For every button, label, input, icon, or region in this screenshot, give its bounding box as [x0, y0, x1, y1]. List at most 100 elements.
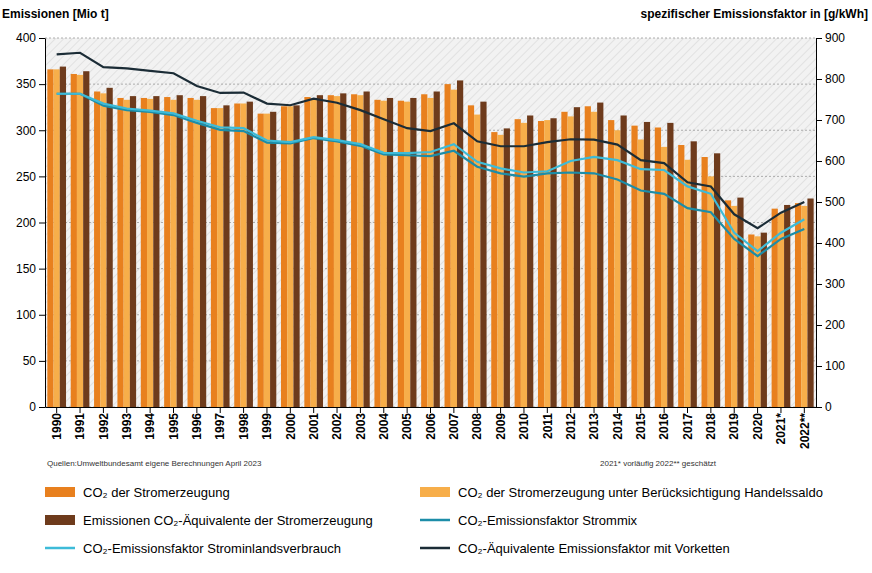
- tick: 100: [16, 308, 45, 322]
- y-axis-title: Emissionen [Mio t]: [2, 7, 109, 21]
- tick: 300: [816, 277, 845, 291]
- bar: [801, 206, 807, 407]
- tick: 2019: [727, 407, 741, 440]
- annotation: Quellen:Umweltbundesamt eigene Berechnun…: [47, 459, 262, 468]
- tick-label: 500: [825, 195, 845, 209]
- legend-swatch: [45, 547, 75, 550]
- tick: 2014: [611, 407, 625, 440]
- tick-label: 2006: [424, 413, 438, 440]
- tick-label: 400: [16, 31, 36, 45]
- bar: [147, 99, 153, 407]
- tick: 800: [816, 72, 845, 86]
- tick: 1998: [237, 407, 251, 440]
- tick-label: 100: [16, 308, 36, 322]
- tick-mark: [816, 38, 822, 39]
- tick-label: 2017: [681, 413, 695, 440]
- tick-label: 700: [825, 113, 845, 127]
- tick: 2000: [284, 407, 298, 440]
- tick-label: 2001: [307, 413, 321, 440]
- annotation: 2021* vorläufig 2022** geschätzt: [600, 459, 717, 468]
- bar: [60, 67, 66, 407]
- tick: 2007: [447, 407, 461, 440]
- bar: [427, 98, 433, 407]
- tick-mark: [816, 161, 822, 162]
- tick: 0: [816, 400, 832, 414]
- tick: 100: [816, 359, 845, 373]
- tick: 2005: [400, 407, 414, 440]
- tick-mark: [39, 130, 45, 131]
- bar: [200, 96, 206, 407]
- tick: 2020: [751, 407, 765, 440]
- bar: [223, 105, 229, 407]
- bar: [550, 118, 556, 407]
- axis-line: [45, 39, 46, 408]
- tick-mark: [39, 315, 45, 316]
- tick-label: 400: [825, 236, 845, 250]
- bar: [311, 99, 317, 407]
- tick-label: 1997: [213, 413, 227, 440]
- tick-label: 150: [16, 262, 36, 276]
- tick-label: 1994: [143, 413, 157, 440]
- tick: 1992: [97, 407, 111, 440]
- tick-label: 2021*: [774, 413, 788, 445]
- legend-label: CO₂-Emissionsfaktor Strommix: [458, 513, 638, 528]
- tick-label: 2009: [494, 413, 508, 440]
- tick: 150: [16, 262, 45, 276]
- tick-label: 250: [16, 170, 36, 184]
- tick-label: 2003: [354, 413, 368, 440]
- tick-mark: [816, 79, 822, 80]
- bar: [538, 121, 544, 407]
- tick-label: 1996: [190, 413, 204, 440]
- tick-mark: [477, 407, 478, 413]
- bar: [374, 100, 380, 407]
- bar: [364, 92, 370, 407]
- bar: [638, 139, 644, 407]
- tick: 500: [816, 195, 845, 209]
- tick-mark: [39, 407, 45, 408]
- tick-mark: [173, 407, 174, 413]
- bar: [737, 198, 743, 407]
- bar: [608, 120, 614, 407]
- tick: 300: [16, 124, 45, 138]
- tick-label: 2013: [587, 413, 601, 440]
- tick-mark: [816, 202, 822, 203]
- grid: [45, 38, 816, 407]
- tick-mark: [290, 407, 291, 413]
- legend-label: CO₂ der Stromerzeugung: [83, 485, 230, 500]
- bar: [234, 103, 240, 407]
- bar: [164, 97, 170, 407]
- tick-label: 1991: [73, 413, 87, 440]
- bar-series: [54, 69, 808, 407]
- legend-label: CO₂-Emissionsfaktor Strominlandsverbrauc…: [83, 541, 341, 556]
- tick: 1991: [73, 407, 87, 440]
- bar: [644, 122, 650, 407]
- bar: [451, 90, 457, 407]
- tick-mark: [816, 325, 822, 326]
- bar: [404, 102, 410, 407]
- tick-mark: [710, 407, 711, 413]
- tick-mark: [664, 407, 665, 413]
- bar: [597, 103, 603, 407]
- tick-mark: [734, 407, 735, 413]
- bar: [194, 100, 200, 407]
- tick: 1990: [50, 407, 64, 440]
- tick-mark: [816, 284, 822, 285]
- tick: 1994: [143, 407, 157, 440]
- bar: [684, 160, 690, 407]
- tick-mark: [407, 407, 408, 413]
- grid-line: [45, 84, 816, 85]
- tick-label: 2008: [470, 413, 484, 440]
- tick: 2008: [470, 407, 484, 440]
- bar: [398, 101, 404, 407]
- legend-item: CO₂ der Stromerzeugung: [45, 485, 230, 500]
- bar: [124, 100, 130, 407]
- tick: 0: [29, 400, 45, 414]
- tick-mark: [39, 223, 45, 224]
- y2-axis-title: spezifischer Emissionsfaktor in [g/kWh]: [641, 7, 868, 21]
- tick-mark: [570, 407, 571, 413]
- bar: [574, 107, 580, 407]
- tick: 2003: [354, 407, 368, 440]
- bar: [264, 114, 270, 407]
- tick-mark: [56, 407, 57, 413]
- bar: [474, 115, 480, 407]
